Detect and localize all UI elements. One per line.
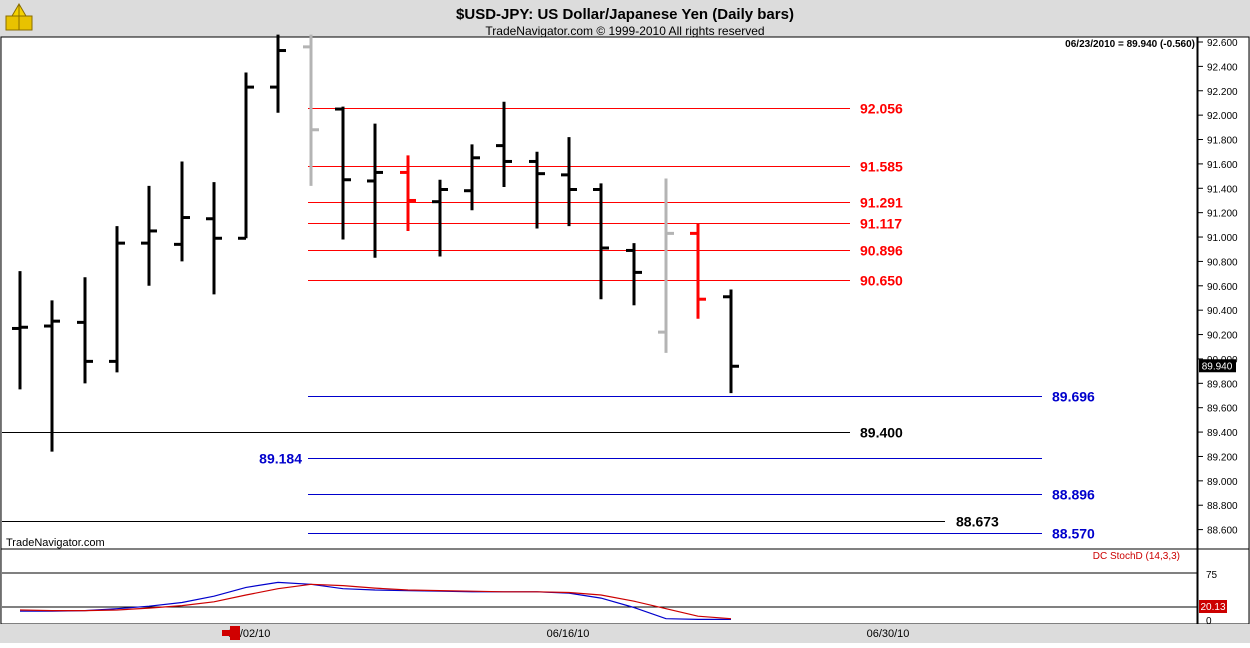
date-tick-label: 06/30/10 <box>867 628 910 640</box>
level-lines: 92.056 91.585 91.291 91.117 90.896 90.650 89.6… <box>2 101 1095 542</box>
ohlc-bar <box>206 182 222 295</box>
ohlc-bar <box>335 106 351 240</box>
ohlc-bar <box>464 144 480 211</box>
price-bars <box>12 34 739 452</box>
date-tick-label: 06/16/10 <box>547 628 590 640</box>
current-price-value: 89.940 <box>1202 361 1233 372</box>
level-label: 89.400 <box>860 425 903 441</box>
indicator-tick-0: 0 <box>1206 616 1212 627</box>
date-axis-ticks: 06/02/10 06/16/10 06/30/10 <box>228 628 910 640</box>
price-axis <box>1197 36 1250 550</box>
header-bar <box>0 0 1250 37</box>
price-tick-label: 91.400 <box>1207 184 1238 195</box>
ohlc-bar <box>44 300 60 452</box>
stoch-fast-line <box>20 581 731 621</box>
watermark: TradeNavigator.com <box>6 537 105 549</box>
ohlc-bar <box>270 34 286 113</box>
ohlc-bar <box>400 155 416 231</box>
info-line: 06/23/2010 = 89.940 (-0.560) <box>1065 39 1195 50</box>
price-tick-label: 89.200 <box>1207 452 1238 463</box>
ohlc-bar <box>303 34 319 186</box>
indicator-current-value: 20.13 <box>1200 602 1225 613</box>
price-tick-label: 91.600 <box>1207 160 1238 171</box>
price-tick-label: 89.400 <box>1207 428 1238 439</box>
indicator-tick-75: 75 <box>1206 570 1218 581</box>
price-tick-label: 91.800 <box>1207 136 1238 147</box>
level-label: 89.696 <box>1052 389 1095 405</box>
logo-icon <box>5 3 33 31</box>
price-tick-label: 90.400 <box>1207 306 1238 317</box>
ohlc-bar <box>561 137 577 227</box>
price-axis-ticks: 92.600 92.400 92.200 92.000 91.800 91.600 91.4… <box>1198 38 1238 537</box>
level-label: 89.184 <box>259 451 302 467</box>
indicator-name: DC StochD (14,3,3) <box>1093 551 1180 562</box>
level-label: 88.570 <box>1052 526 1095 542</box>
level-label: 91.117 <box>860 216 902 232</box>
level-label: 88.896 <box>1052 487 1095 503</box>
scroll-arrow-icon[interactable] <box>222 626 240 640</box>
level-label: 91.291 <box>860 195 903 211</box>
level-label: 90.896 <box>860 243 903 259</box>
level-label: 92.056 <box>860 101 903 117</box>
price-tick-label: 92.000 <box>1207 111 1238 122</box>
ohlc-bar <box>658 178 674 353</box>
price-tick-label: 89.800 <box>1207 379 1238 390</box>
indicator-current-label: 20.13 <box>1199 600 1227 613</box>
price-tick-label: 90.200 <box>1207 331 1238 342</box>
ohlc-bar <box>723 289 739 394</box>
copyright-line: TradeNavigator.com © 1999-2010 All right… <box>485 24 764 38</box>
chart-title: $USD-JPY: US Dollar/Japanese Yen (Daily … <box>456 6 794 23</box>
ohlc-bar <box>141 185 157 286</box>
price-tick-label: 90.600 <box>1207 282 1238 293</box>
ohlc-bar <box>626 243 642 306</box>
ohlc-bar <box>593 183 609 300</box>
price-tick-label: 89.000 <box>1207 477 1238 488</box>
ohlc-bar <box>109 226 125 373</box>
stoch-slow-line <box>19 583 732 620</box>
price-tick-label: 91.200 <box>1207 209 1238 220</box>
indicator-panel <box>0 548 1198 625</box>
ohlc-bar <box>12 271 28 390</box>
ohlc-bar <box>367 123 383 258</box>
ohlc-bar <box>690 223 706 319</box>
price-panel <box>0 36 1198 550</box>
price-tick-label: 89.600 <box>1207 404 1238 415</box>
price-tick-label: 91.000 <box>1207 233 1238 244</box>
level-label: 88.673 <box>956 514 999 530</box>
ohlc-bar <box>529 151 545 229</box>
ohlc-bar <box>77 277 93 384</box>
level-label: 91.585 <box>860 159 903 175</box>
date-axis <box>0 624 1250 643</box>
current-price-label: 89.940 <box>1199 359 1236 373</box>
ohlc-bar <box>496 101 512 188</box>
price-tick-label: 88.800 <box>1207 501 1238 512</box>
level-label: 90.650 <box>860 273 903 289</box>
price-tick-label: 88.600 <box>1207 526 1238 537</box>
ohlc-bar <box>174 161 190 262</box>
price-tick-label: 92.400 <box>1207 62 1238 73</box>
price-tick-label: 90.800 <box>1207 257 1238 268</box>
ohlc-bar <box>432 179 448 257</box>
price-tick-label: 92.600 <box>1207 38 1238 49</box>
price-tick-label: 92.200 <box>1207 87 1238 98</box>
ohlc-bar <box>238 72 254 240</box>
